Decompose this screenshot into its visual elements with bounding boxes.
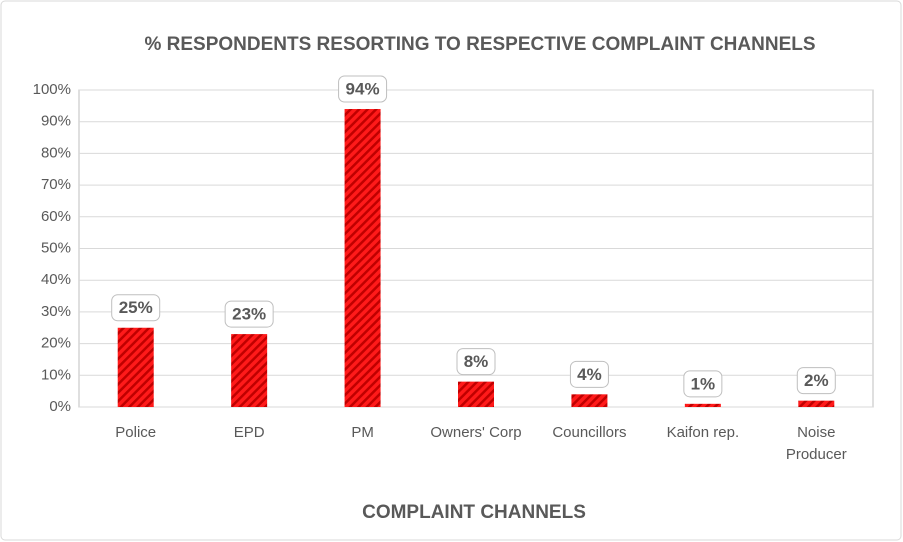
x-tick-label: Owners' Corp (430, 424, 522, 441)
y-tick-label: 60% (41, 208, 71, 225)
data-label-box (111, 294, 161, 322)
y-tick-label: 100% (33, 81, 71, 98)
x-tick-label: Noise Producer (785, 424, 847, 463)
y-tick-label: 30% (41, 303, 71, 320)
y-tick-label: 40% (41, 271, 71, 288)
data-label: 94% (346, 80, 380, 99)
bar (798, 400, 835, 407)
data-label-box (456, 348, 496, 376)
data-label: 25% (119, 298, 153, 317)
bar (458, 381, 494, 407)
data-label-box (796, 367, 836, 395)
data-label-box (338, 75, 388, 103)
data-label-box (569, 360, 609, 388)
y-tick-label: 10% (41, 366, 71, 383)
bar (231, 334, 268, 407)
chart-title: % RESPONDENTS RESORTING TO RESPECTIVE CO… (144, 34, 815, 55)
x-axis-title: COMPLAINT CHANNELS (362, 502, 586, 523)
bar (344, 109, 381, 408)
bar (571, 394, 608, 407)
x-tick-label: Kaifon rep. (666, 424, 740, 441)
data-label: 2% (804, 371, 829, 390)
x-tick-label: Councillors (552, 424, 627, 441)
y-tick-label: 0% (49, 398, 71, 415)
y-tick-label: 20% (41, 335, 71, 352)
x-tick-label: PM (351, 424, 374, 441)
y-tick-label: 90% (41, 113, 71, 130)
data-label-box (224, 300, 274, 328)
data-label-box (683, 370, 723, 398)
y-tick-label: 70% (41, 176, 71, 193)
data-label: 23% (232, 305, 266, 324)
y-tick-label: 80% (41, 144, 71, 161)
data-label: 8% (464, 352, 489, 371)
bar (684, 403, 721, 407)
data-label: 1% (691, 374, 716, 393)
y-tick-label: 50% (41, 239, 71, 256)
x-tick-label: EPD (233, 424, 265, 441)
data-label: 4% (577, 365, 602, 384)
x-tick-label: Police (115, 424, 157, 441)
bar (117, 327, 154, 407)
